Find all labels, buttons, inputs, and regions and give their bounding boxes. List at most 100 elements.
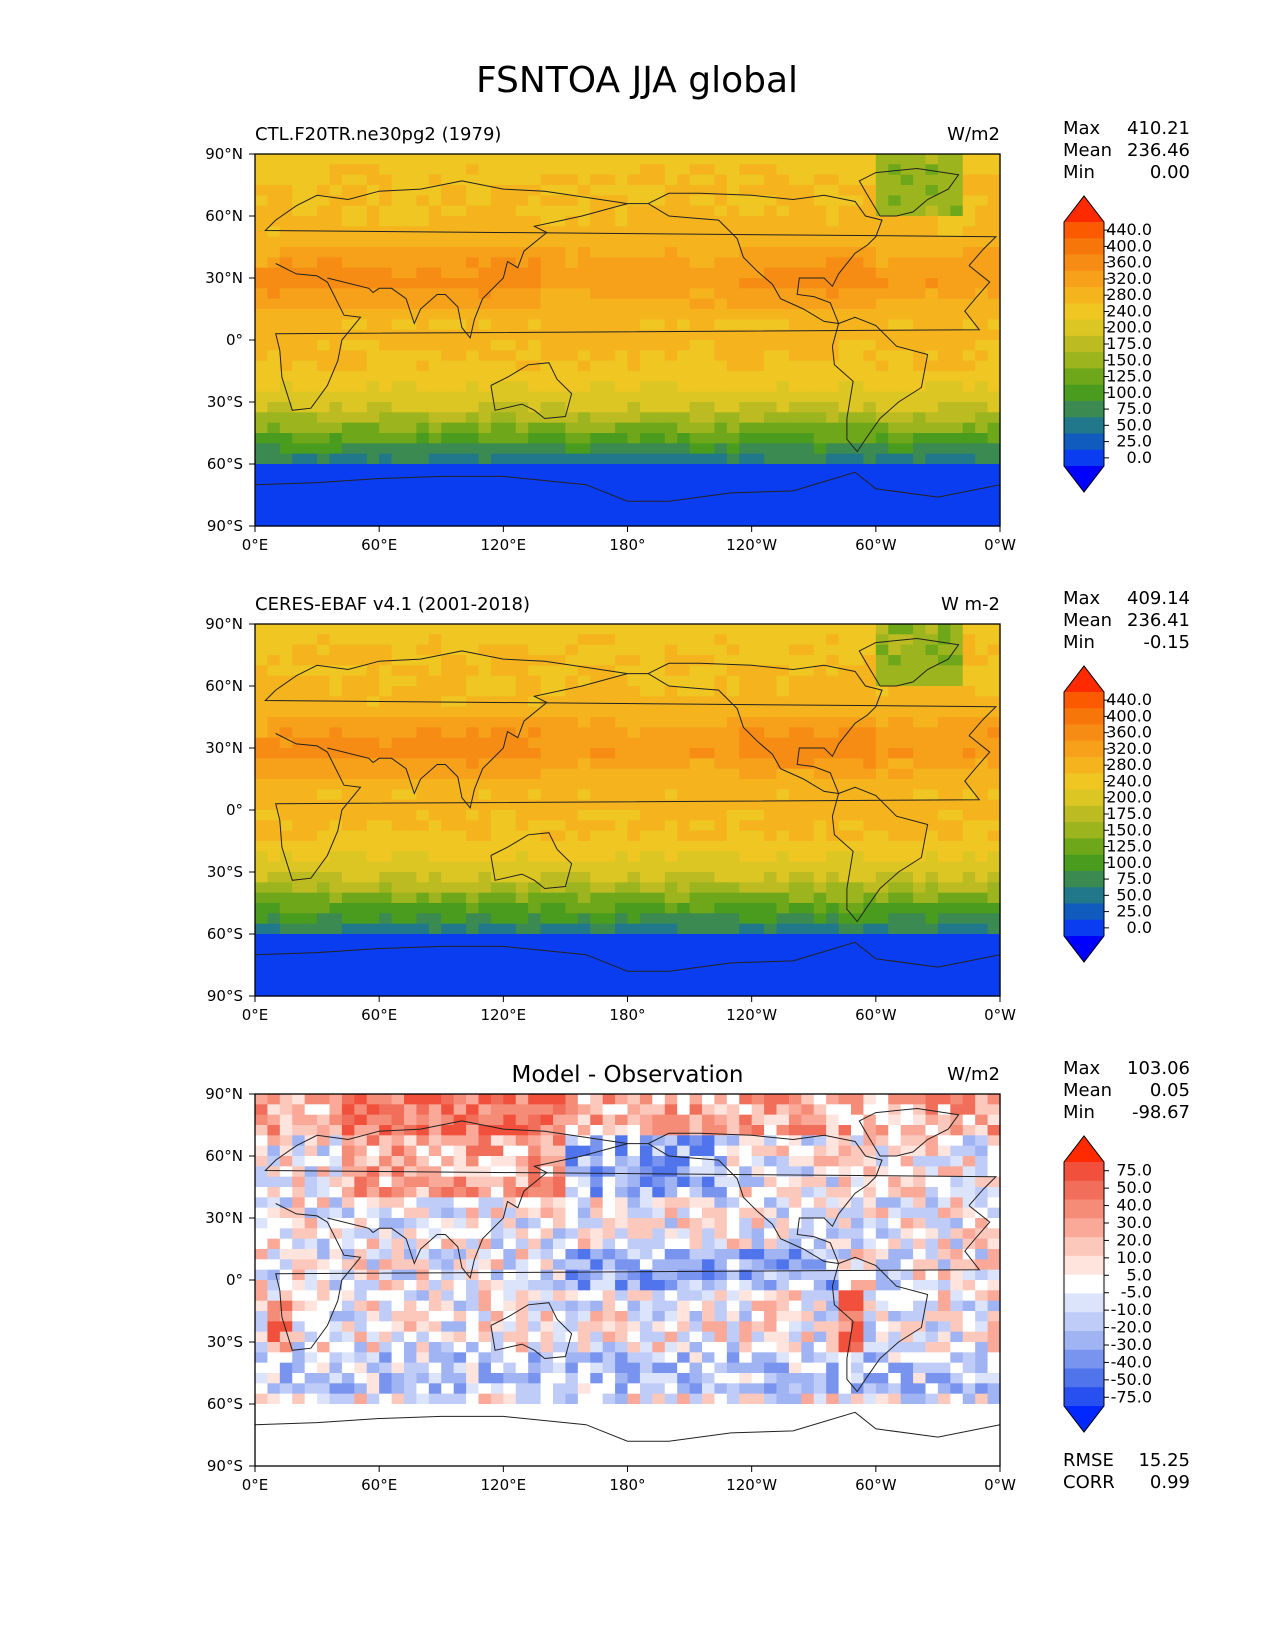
field-cell (329, 495, 343, 506)
field-cell (888, 216, 902, 227)
field-cell (590, 882, 604, 894)
field-cell (900, 851, 914, 863)
field-cell (329, 1145, 343, 1157)
field-cell (602, 768, 616, 780)
field-cell (751, 185, 765, 196)
field-cell (739, 236, 753, 248)
field-cell (863, 402, 877, 413)
field-cell (937, 402, 951, 413)
field-cell (788, 453, 802, 465)
field-cell (801, 830, 815, 842)
field-cell (900, 644, 914, 656)
field-cell (702, 954, 716, 966)
field-cell (503, 1094, 517, 1105)
field-cell (838, 665, 852, 677)
field-cell (950, 216, 964, 227)
field-cell (652, 216, 666, 227)
field-cell (813, 309, 827, 320)
field-cell (292, 655, 306, 666)
field-cell (466, 1156, 480, 1167)
field-cell (453, 923, 467, 935)
field-cell (813, 267, 827, 279)
field-cell (950, 644, 964, 656)
field-cell (900, 1145, 914, 1157)
field-cell (627, 267, 641, 279)
field-cell (838, 412, 852, 424)
field-cell (677, 892, 691, 904)
field-cell (565, 226, 579, 238)
field-cell (329, 298, 343, 310)
field-cell (255, 851, 269, 863)
field-cell (317, 1135, 331, 1147)
field-cell (875, 247, 889, 258)
field-cell (490, 1135, 504, 1147)
field-cell (416, 965, 430, 976)
field-cell (391, 412, 405, 424)
field-cell (776, 675, 790, 687)
field-cell (304, 748, 318, 759)
field-cell (913, 1094, 927, 1105)
field-cell (341, 768, 355, 780)
field-cell (354, 634, 368, 646)
field-cell (304, 934, 318, 945)
field-cell (627, 799, 641, 811)
field-cell (776, 779, 790, 790)
field-cell (304, 1145, 318, 1157)
field-cell (851, 779, 865, 790)
field-cell (590, 216, 604, 227)
field-cell (677, 861, 691, 873)
field-cell (776, 686, 790, 697)
field-cell (826, 903, 840, 914)
field-cell (962, 934, 976, 945)
field-cell (615, 381, 629, 393)
field-cell (664, 391, 678, 403)
field-cell (279, 758, 293, 770)
field-cell (490, 236, 504, 248)
field-cell (838, 1135, 852, 1147)
field-cell (615, 675, 629, 687)
field-cell (615, 779, 629, 790)
field-cell (639, 309, 653, 320)
field-cell (453, 350, 467, 362)
field-cell (838, 484, 852, 496)
field-cell (888, 412, 902, 424)
field-cell (962, 453, 976, 465)
field-cell (354, 515, 368, 527)
field-cell (490, 913, 504, 925)
field-cell (466, 371, 480, 382)
field-cell (490, 872, 504, 883)
colorbar-segment (1064, 433, 1104, 451)
field-cell (702, 381, 716, 393)
field-cell (826, 748, 840, 759)
field-cell (416, 402, 430, 413)
field-cell (453, 903, 467, 914)
field-cell (615, 288, 629, 300)
field-cell (615, 944, 629, 956)
field-cell (428, 779, 442, 790)
field-cell (354, 484, 368, 496)
field-cell (615, 319, 629, 331)
field-cell (590, 861, 604, 873)
field-cell (875, 226, 889, 238)
field-cell (689, 851, 703, 863)
field-cell (689, 779, 703, 790)
field-cell (913, 371, 927, 382)
field-cell (652, 1125, 666, 1136)
field-cell (528, 1145, 542, 1157)
field-cell (652, 810, 666, 821)
field-cell (689, 810, 703, 821)
field-cell (851, 789, 865, 801)
field-cell (515, 934, 529, 945)
field-cell (478, 433, 492, 444)
field-cell (279, 433, 293, 444)
field-cell (590, 830, 604, 842)
field-cell (540, 686, 554, 697)
field-cell (267, 1135, 281, 1147)
field-cell (950, 288, 964, 300)
field-cell (937, 329, 951, 341)
field-cell (764, 665, 778, 677)
field-cell (428, 391, 442, 403)
field-cell (453, 768, 467, 780)
field-cell (751, 985, 765, 997)
field-cell (689, 422, 703, 434)
